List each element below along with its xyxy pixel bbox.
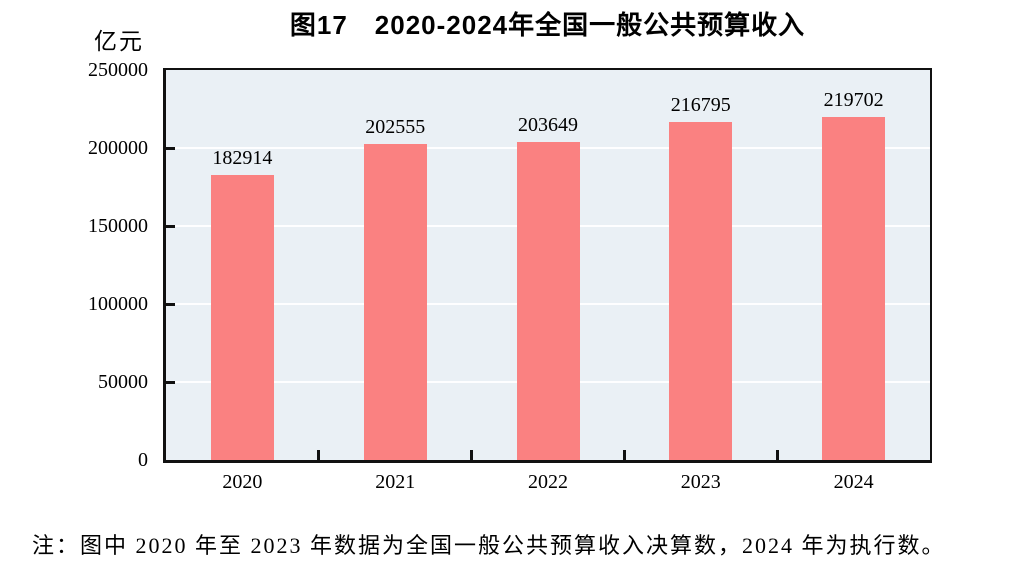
bar-value-label: 219702 <box>823 89 884 112</box>
x-axis-tick-mark <box>775 450 779 460</box>
y-axis-unit-label: 亿元 <box>94 29 144 54</box>
bar-2021 <box>363 144 427 460</box>
y-axis-tick-mark <box>166 302 175 306</box>
x-axis-tick-mark <box>317 450 321 460</box>
bar-2024 <box>822 117 886 460</box>
bar-2022 <box>516 142 580 460</box>
x-axis-tick-label: 2023 <box>680 471 721 493</box>
bar-value-label: 202555 <box>365 116 426 138</box>
y-axis-tick-label: 100000 <box>88 293 148 315</box>
x-axis-tick-label: 2020 <box>222 471 263 493</box>
y-axis-tick-label: 250000 <box>88 59 148 81</box>
y-axis-tick-mark <box>166 146 175 150</box>
y-axis-tick-mark <box>166 224 175 228</box>
x-axis-tick-mark <box>622 450 626 460</box>
x-axis-tick-label: 2021 <box>375 471 416 493</box>
bar-value-label: 182914 <box>212 146 273 169</box>
chart-title: 图17 2020-2024年全国一般公共预算收入 <box>289 10 806 40</box>
x-axis-tick-label: 2024 <box>833 471 874 493</box>
bar-2023 <box>669 121 733 460</box>
y-axis-tick-label: 50000 <box>98 371 148 393</box>
plot-area: 182914 202555 203649 216795 219702 <box>163 68 932 463</box>
bar-2020 <box>210 174 274 460</box>
bar-value-label: 216795 <box>670 93 731 116</box>
x-axis-tick-label: 2022 <box>528 471 568 493</box>
bar-value-label: 203649 <box>518 114 578 137</box>
x-axis-tick-mark <box>470 450 474 460</box>
y-axis-tick-label: 200000 <box>88 137 148 159</box>
y-axis-tick-label: 150000 <box>88 215 148 237</box>
footnote: 注：图中 2020 年至 2023 年数据为全国一般公共预算收入决算数，2024… <box>32 533 946 558</box>
y-axis-tick-mark <box>166 380 175 384</box>
y-axis-tick-label: 0 <box>138 449 148 471</box>
